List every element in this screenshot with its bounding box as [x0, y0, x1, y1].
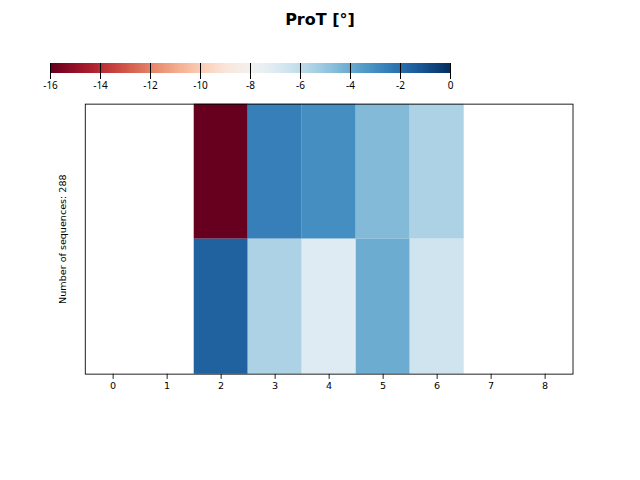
svg-text:3: 3: [272, 380, 278, 391]
svg-text:8: 8: [542, 380, 548, 391]
svg-text:0: 0: [448, 78, 454, 92]
html-text:ProT [°]: ProT [°]: [285, 10, 355, 29]
svg-text:-2: -2: [396, 78, 405, 92]
svg-text:4: 4: [326, 380, 332, 391]
svg-text:7: 7: [488, 380, 494, 391]
svg-text:Number of sequences: 288: Number of sequences: 288: [57, 174, 68, 303]
svg-text:0: 0: [110, 380, 116, 391]
svg-text:-8: -8: [246, 78, 255, 92]
svg-text:2: 2: [218, 380, 224, 391]
svg-text:1: 1: [164, 380, 170, 391]
svg-text:-16: -16: [43, 78, 58, 92]
svg-text:-6: -6: [296, 78, 305, 92]
svg-text:5: 5: [380, 380, 386, 391]
svg-text:-14: -14: [93, 78, 108, 92]
svg-text:-4: -4: [346, 78, 355, 92]
svg-text:-10: -10: [193, 78, 208, 92]
svg-text:6: 6: [434, 380, 440, 391]
svg-text:-12: -12: [143, 78, 158, 92]
